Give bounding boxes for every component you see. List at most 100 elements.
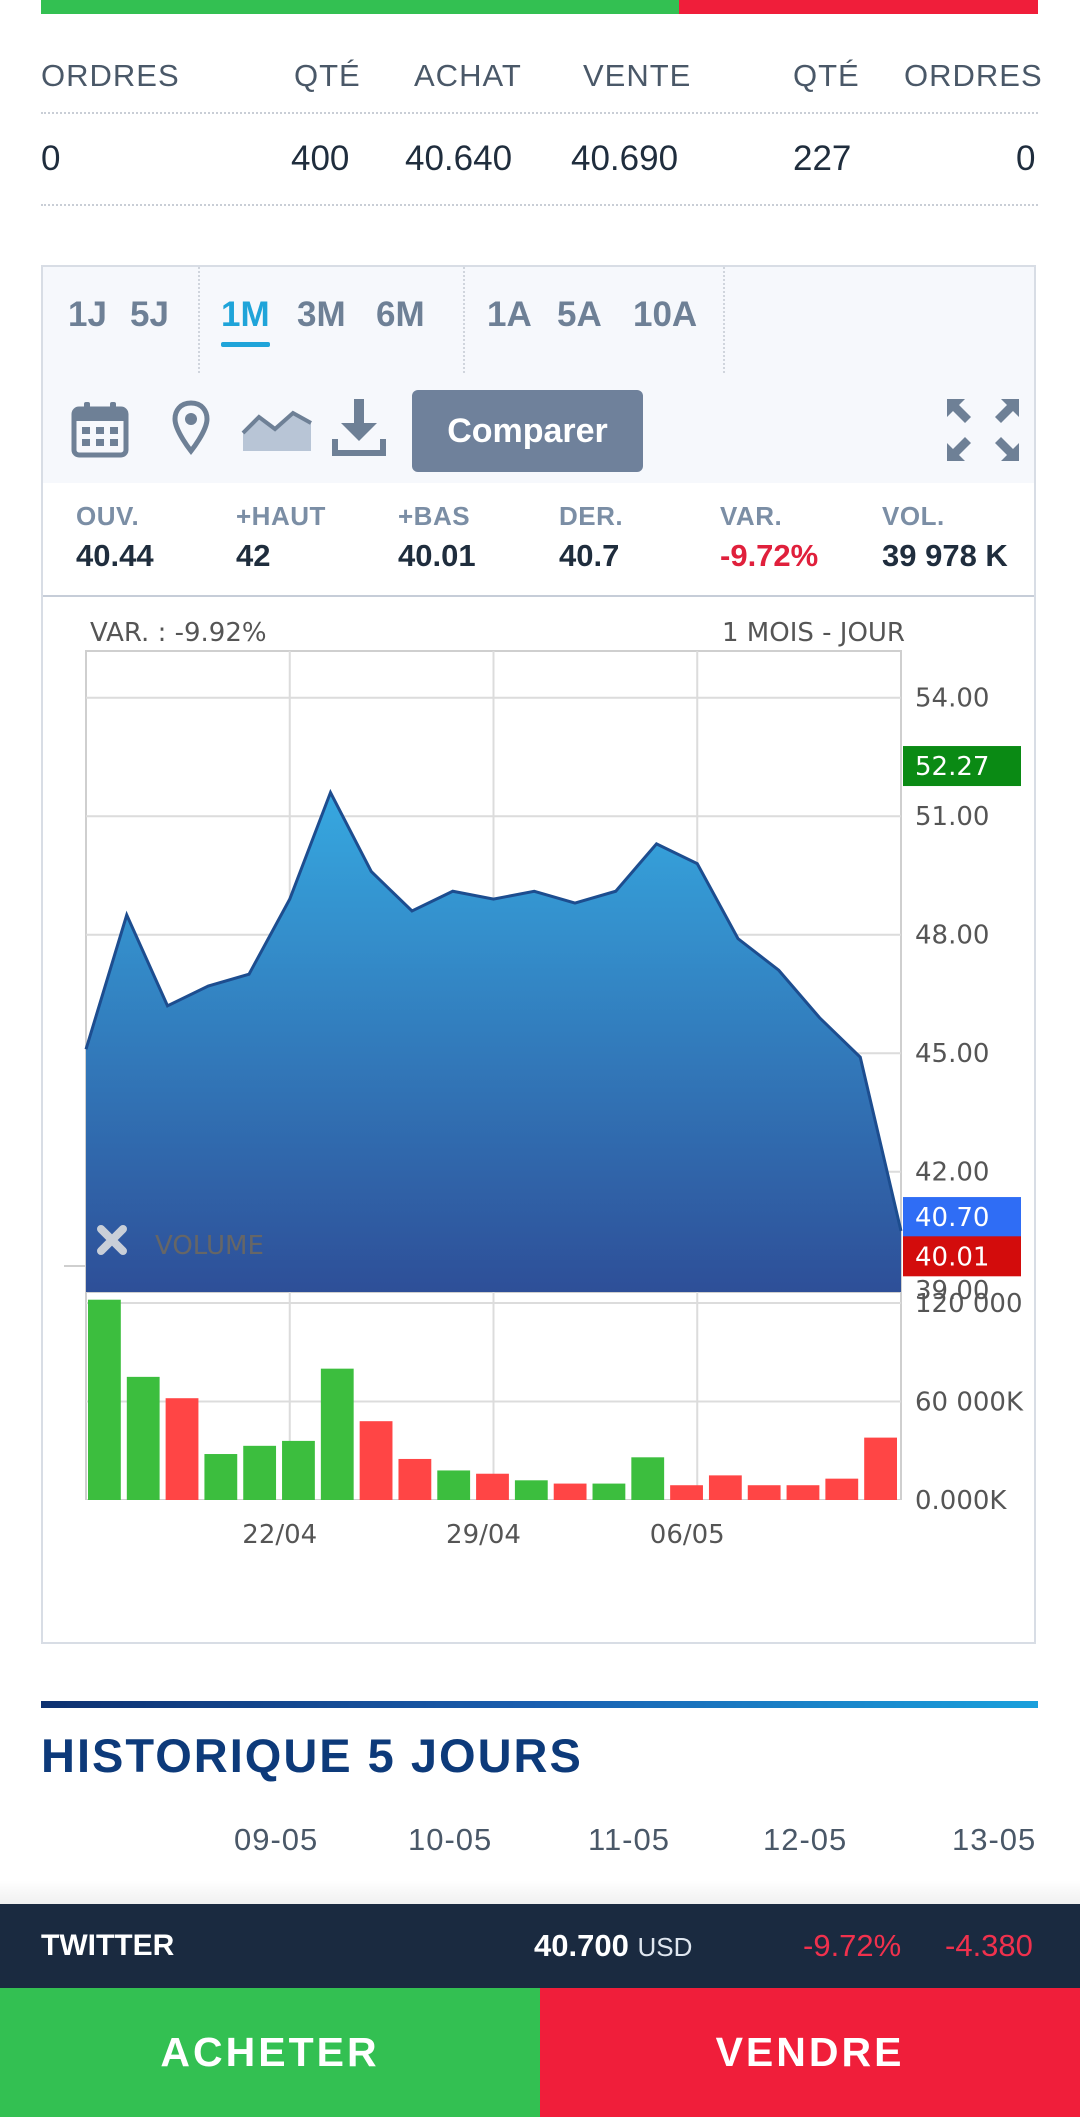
volume-bar [398, 1458, 432, 1500]
ask-price-value: 40.690 [571, 139, 679, 178]
stat-last-label: DER. [559, 501, 624, 531]
volume-bar [786, 1485, 820, 1500]
price-marker-label: 40.70 [915, 1203, 989, 1233]
period-group-days: 1J 5J [43, 267, 200, 373]
fullscreen-icon[interactable] [943, 395, 1023, 470]
ticker-name: TWITTER [41, 1929, 175, 1962]
volume-bar [243, 1445, 277, 1500]
bid-price-header: ACHAT [414, 58, 522, 93]
history-date: 13-05 [952, 1822, 1037, 1857]
buy-button[interactable]: ACHETER [0, 1988, 540, 2117]
chart-toolbar: Comparer [43, 375, 1034, 485]
stat-open: OUV. 40.44 [76, 501, 154, 574]
price-marker-label: 40.01 [915, 1242, 989, 1272]
bid-qty-header: QTÉ [294, 58, 361, 93]
volume-bar [553, 1483, 587, 1500]
ask-price-header: VENTE [583, 58, 692, 93]
ticker-change-percent: -9.72% [803, 1928, 902, 1963]
stat-change-label: VAR. [720, 501, 783, 531]
ask-orders-header: ORDRES [904, 58, 1043, 93]
compare-button[interactable]: Comparer [412, 390, 643, 472]
volume-bar [476, 1473, 509, 1500]
volume-bar [631, 1457, 665, 1500]
period-1m[interactable]: 1M [221, 295, 270, 347]
bid-orders-header: ORDRES [41, 58, 180, 93]
period-group-years: 1A 5A 10A [463, 267, 725, 373]
period-3m[interactable]: 3M [297, 295, 346, 334]
sell-ratio-fill [679, 0, 1038, 14]
stat-open-value: 40.44 [76, 538, 154, 573]
volume-tick-label: 120 000 [915, 1289, 1023, 1319]
price-tick-label: 48.00 [915, 921, 989, 951]
history-date: 09-05 [234, 1822, 319, 1857]
period-1a[interactable]: 1A [487, 295, 532, 334]
chart-variation-label: VAR. : -9.92% [90, 618, 267, 648]
quote-stats: OUV. 40.44 +HAUT 42 +BAS 40.01 DER. 40.7… [43, 483, 1034, 597]
price-marker-label: 52.27 [915, 752, 989, 782]
bid-price-value: 40.640 [405, 139, 513, 178]
history-fade [0, 1880, 1080, 1904]
ask-orders-value: 0 [1016, 139, 1036, 178]
bid-qty-value: 400 [291, 139, 350, 178]
period-10a[interactable]: 10A [633, 295, 698, 334]
period-selector: 1J 5J 1M 3M 6M 1A 5A 10A [43, 267, 1034, 377]
ticker-currency: USD [637, 1932, 693, 1962]
volume-title: VOLUME [155, 1231, 264, 1261]
history-date: 12-05 [763, 1822, 848, 1857]
stat-volume-label: VOL. [882, 501, 945, 531]
trade-bar: ACHETER VENDRE [0, 1988, 1080, 2117]
x-tick-label: 06/05 [650, 1520, 725, 1550]
price-area [86, 792, 901, 1292]
download-icon[interactable] [331, 397, 387, 464]
price-marker-badge [903, 746, 1021, 787]
price-tick-label: 51.00 [915, 802, 989, 832]
history-title: HISTORIQUE 5 JOURS [41, 1729, 583, 1782]
history-date: 11-05 [588, 1822, 670, 1857]
ticker-price: 40.700 [534, 1928, 629, 1963]
chart-module: 1J 5J 1M 3M 6M 1A 5A 10A [41, 265, 1036, 1644]
calendar-icon[interactable] [70, 399, 130, 464]
stat-low-value: 40.01 [398, 538, 476, 573]
stat-volume: VOL. 39 978 K [882, 501, 1008, 574]
order-book: ORDRES QTÉ ACHAT VENTE QTÉ ORDRES 0 400 … [41, 40, 1042, 206]
volume-bar [825, 1478, 859, 1500]
volume-bar [126, 1376, 160, 1500]
location-pin-icon[interactable] [171, 399, 211, 464]
price-tick-label: 42.00 [915, 1158, 989, 1188]
volume-bar [320, 1368, 354, 1500]
volume-bar [282, 1440, 315, 1500]
price-line [84, 788, 903, 1232]
stat-volume-value: 39 978 K [882, 538, 1008, 573]
volume-bar [88, 1299, 121, 1500]
history-date: 10-05 [408, 1822, 493, 1857]
order-book-row: 0 400 40.640 40.690 227 0 [41, 114, 1038, 206]
x-tick-label: 29/04 [446, 1520, 521, 1550]
period-6m[interactable]: 6M [376, 295, 425, 334]
volume-tick-label: 60 000K [915, 1387, 1024, 1417]
area-chart-icon[interactable] [241, 405, 313, 460]
volume-tick-label: 0.000K [915, 1486, 1007, 1516]
stat-open-label: OUV. [76, 501, 140, 531]
ticker-bar: TWITTER 40.700 USD -9.72% -4.380 [0, 1904, 1080, 1988]
ask-qty-header: QTÉ [793, 58, 860, 93]
period-5j[interactable]: 5J [130, 295, 169, 334]
volume-baseline-mask [84, 1500, 903, 1516]
volume-bar [359, 1421, 393, 1500]
period-5a[interactable]: 5A [557, 295, 602, 334]
stat-change: VAR. -9.72% [720, 501, 818, 574]
sell-button[interactable]: VENDRE [540, 1988, 1080, 2117]
history-dates: 09-05 10-05 11-05 12-05 13-05 [41, 1822, 1038, 1872]
ticker-price-group: 40.700 USD [534, 1904, 692, 1989]
stat-change-value: -9.72% [720, 538, 819, 573]
price-tick-label: 54.00 [915, 684, 989, 714]
history-divider [41, 1701, 1038, 1708]
price-chart-area: 54.00 51.00 48.00 45.00 42.00 39.00 22/04 29/04… [43, 597, 1034, 1642]
price-tick-label: 45.00 [915, 1039, 989, 1069]
period-1j[interactable]: 1J [68, 295, 107, 334]
stat-last-value: 40.7 [559, 538, 620, 573]
buy-ratio-fill [41, 0, 680, 14]
close-icon[interactable] [97, 1225, 127, 1255]
stat-high: +HAUT 42 [236, 501, 326, 574]
stat-low-label: +BAS [398, 501, 471, 531]
order-book-header: ORDRES QTÉ ACHAT VENTE QTÉ ORDRES [41, 40, 1042, 114]
